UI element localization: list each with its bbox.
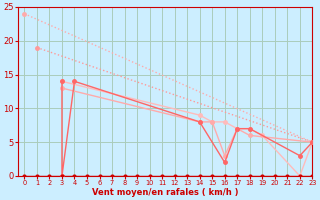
X-axis label: Vent moyen/en rafales ( km/h ): Vent moyen/en rafales ( km/h ) bbox=[92, 188, 238, 197]
